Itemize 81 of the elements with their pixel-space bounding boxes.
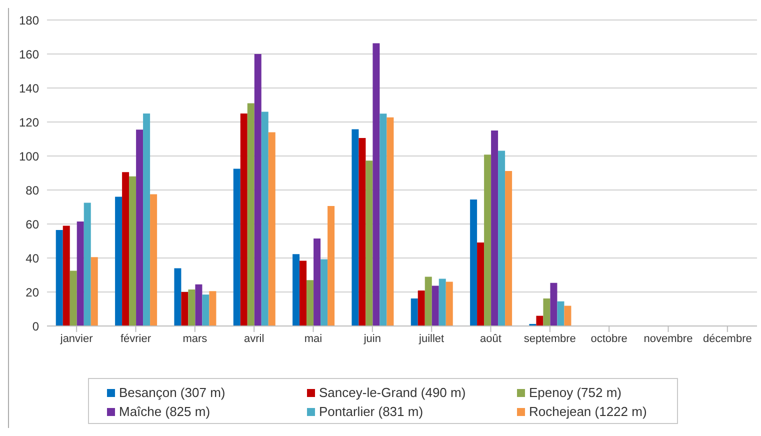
bar xyxy=(536,316,544,326)
x-tick-label: mars xyxy=(182,332,208,345)
legend-label: Sancey-le-Grand (490 m) xyxy=(319,385,466,400)
bar xyxy=(84,202,91,326)
y-tick-label: 160 xyxy=(18,47,40,62)
bar xyxy=(76,221,84,326)
bar xyxy=(292,254,300,326)
legend-label: Maîche (825 m) xyxy=(119,404,210,419)
y-tick-label: 20 xyxy=(26,285,40,300)
x-tick-label: septembre xyxy=(524,332,576,345)
bar xyxy=(498,150,506,326)
bar xyxy=(550,282,558,326)
y-tick-label: 100 xyxy=(18,149,40,164)
bar xyxy=(320,259,328,326)
bar xyxy=(122,172,130,326)
bar xyxy=(366,160,373,326)
bar xyxy=(386,117,394,326)
bar xyxy=(254,54,262,326)
bar xyxy=(314,238,321,326)
x-tick-label: février xyxy=(120,332,152,345)
y-tick-label: 140 xyxy=(18,81,40,96)
bar xyxy=(328,206,335,326)
bar xyxy=(557,301,564,326)
bar xyxy=(446,282,453,326)
bar xyxy=(470,200,478,326)
x-tick-label: août xyxy=(480,332,502,345)
legend-label: Pontarlier (831 m) xyxy=(319,404,424,419)
bar xyxy=(380,114,387,326)
y-tick-label: 180 xyxy=(18,13,40,28)
legend-label: Epenoy (752 m) xyxy=(529,385,622,400)
bar xyxy=(372,43,380,326)
bar xyxy=(56,230,63,326)
bar xyxy=(115,196,122,326)
bar xyxy=(188,289,196,326)
bar xyxy=(564,306,572,326)
bar xyxy=(300,260,307,326)
bar xyxy=(240,114,248,326)
bar xyxy=(432,286,439,326)
bar xyxy=(484,154,492,326)
bar xyxy=(418,290,425,326)
bar xyxy=(358,138,366,326)
bar xyxy=(233,168,240,326)
bar xyxy=(477,242,484,326)
bar xyxy=(352,129,359,326)
x-tick-label: mai xyxy=(304,332,322,345)
bar xyxy=(209,291,216,326)
bar xyxy=(424,276,432,326)
bar xyxy=(62,226,70,326)
y-tick-label: 40 xyxy=(26,251,40,266)
bar xyxy=(70,270,77,326)
x-tick-label: janvier xyxy=(59,332,94,345)
bar xyxy=(438,278,446,326)
bar xyxy=(543,298,550,326)
x-tick-label: avril xyxy=(244,332,264,345)
x-tick-label: novembre xyxy=(644,332,693,345)
legend-label: Besançon (307 m) xyxy=(119,385,226,400)
bar xyxy=(136,130,144,326)
bar xyxy=(505,170,512,326)
bar xyxy=(306,280,314,326)
legend-label: Rochejean (1222 m) xyxy=(529,404,647,419)
bar xyxy=(202,294,210,326)
bar xyxy=(174,268,182,326)
bar xyxy=(181,292,188,326)
x-tick-label: décembre xyxy=(702,332,752,345)
bar xyxy=(261,112,268,326)
bar xyxy=(268,132,276,326)
bar xyxy=(410,298,418,326)
y-tick-label: 80 xyxy=(26,183,40,198)
x-tick-label: octobre xyxy=(590,332,628,345)
bar xyxy=(143,114,150,326)
y-tick-label: 0 xyxy=(32,319,40,334)
y-tick-label: 60 xyxy=(26,217,40,232)
bar xyxy=(247,103,254,326)
y-tick-label: 120 xyxy=(18,115,40,130)
bar xyxy=(90,257,98,326)
bar xyxy=(491,130,498,326)
x-tick-label: juillet xyxy=(418,332,444,345)
x-tick-label: juin xyxy=(362,332,381,345)
bar xyxy=(129,176,136,326)
bar xyxy=(150,194,158,326)
bar xyxy=(195,284,202,326)
